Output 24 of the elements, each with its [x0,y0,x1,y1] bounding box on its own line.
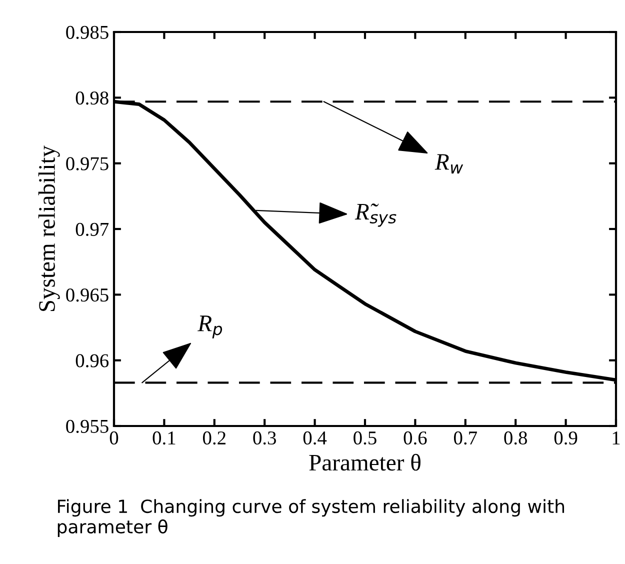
y-tick-label: 0.96 [76,354,109,368]
x-tick-label: 0.6 [404,431,427,445]
y-tick-label: 0.98 [76,91,108,105]
y-tick-label: 0.955 [66,420,108,434]
y-tick-label: 0.975 [66,157,108,170]
y-tick-label: 0.965 [66,288,108,302]
x-tick-label: 0.5 [354,431,376,445]
annotation: R$_{w}$ [434,154,464,174]
x-tick-label: 0.3 [253,431,276,445]
x-tick-label: 0.4 [303,431,327,445]
y-tick-label: 0.97 [76,222,109,236]
x-axis-title: Parameter θ [309,454,420,471]
x-tick-label: 0.2 [202,431,226,445]
x-tick-label: 0 [110,431,118,445]
x-tick-label: 0.1 [152,431,176,445]
x-tick-label: 0.7 [454,431,477,445]
x-tick-label: 0.9 [554,431,578,445]
x-tick-label: 0.8 [504,431,528,445]
caption: Figure 1 Changing curve of system reliability along with parameter θ [58,499,564,537]
annotation: R$_{p}$ [198,316,222,338]
annotation: R̃$_{sys}$ [354,204,396,227]
x-tick-label: 1 [612,432,620,444]
y-tick-label: 0.985 [66,26,108,40]
y-axis-title: System reliability [38,145,60,312]
